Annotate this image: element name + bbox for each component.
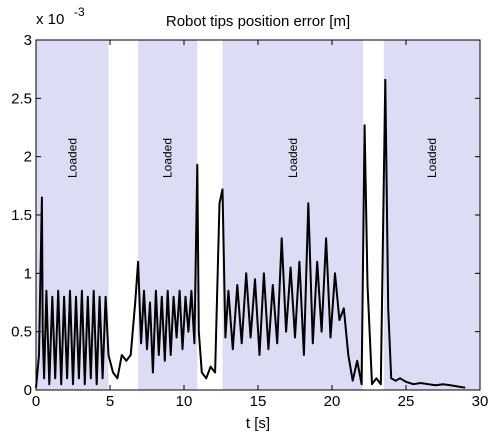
x-tick-label: 0 <box>32 393 40 410</box>
x-tick-label: 15 <box>250 393 267 410</box>
data-line-layer <box>35 78 466 389</box>
error-series-line <box>35 78 466 389</box>
y-tick-label: 0.5 <box>11 324 32 341</box>
x-tick-label: 5 <box>106 393 114 410</box>
loaded-region-label: Loaded <box>65 138 79 178</box>
loaded-region <box>222 40 364 390</box>
loaded-region <box>383 40 480 390</box>
ticks-layer: 0 5 10 15 20 25 30 0 0.5 1 1.5 2 2.5 3 <box>11 32 488 410</box>
x-tick-label: 20 <box>324 393 341 410</box>
chart-title: Robot tips position error [m] <box>166 13 350 30</box>
y-exponent-label: x 10 -3 <box>36 5 85 28</box>
x-tick-label: 10 <box>176 393 193 410</box>
x-tick-label: 30 <box>472 393 489 410</box>
x-axis-label: t [s] <box>246 415 270 432</box>
y-multiplier-text: x 10 <box>36 11 64 28</box>
loaded-region-label: Loaded <box>161 138 175 178</box>
y-tick-label: 0 <box>24 382 32 399</box>
loaded-region-label: Loaded <box>425 138 439 178</box>
y-exponent-text: -3 <box>74 5 85 19</box>
y-tick-label: 2.5 <box>11 90 32 107</box>
loaded-region-label: Loaded <box>286 138 300 178</box>
y-tick-label: 2 <box>24 149 32 166</box>
y-tick-label: 3 <box>24 32 32 49</box>
x-tick-label: 25 <box>398 393 415 410</box>
y-tick-label: 1.5 <box>11 207 32 224</box>
y-tick-label: 1 <box>24 265 32 282</box>
